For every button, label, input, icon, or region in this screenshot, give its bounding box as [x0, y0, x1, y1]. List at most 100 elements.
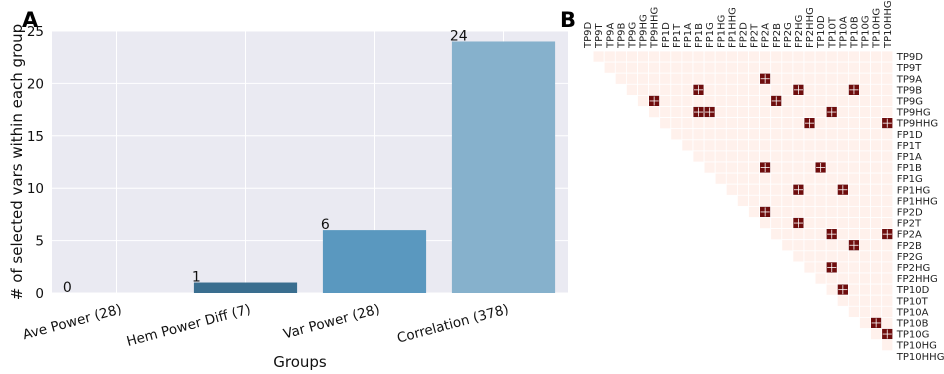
- heatmap-cell: [870, 128, 883, 141]
- heatmap-cell: [670, 95, 683, 107]
- heatmap-cell: [803, 261, 816, 274]
- heatmap-cell: [836, 217, 849, 230]
- heatmap-cell: [870, 239, 883, 252]
- heatmap-cell: [737, 194, 749, 207]
- heatmap-cell: [803, 128, 816, 141]
- heatmap-cell: [825, 72, 838, 85]
- heatmap-col-label: FP1HG: [716, 15, 727, 48]
- heatmap-cell: [836, 272, 849, 285]
- heatmap-cell: [770, 72, 783, 85]
- heatmap-cell: [870, 183, 883, 196]
- heatmap-col-label: FP1T: [672, 23, 683, 48]
- heatmap-cell: [703, 139, 716, 152]
- heatmap-col-label: FP2HG: [794, 15, 805, 48]
- heatmap-cell: [725, 150, 738, 163]
- heatmap-cell: [748, 106, 761, 119]
- heatmap-cell: [836, 150, 849, 163]
- heatmap-cell: [870, 328, 883, 341]
- heatmap-cell: [748, 150, 761, 163]
- heatmap-cell: [859, 128, 872, 141]
- y-tick-label: 0: [35, 286, 44, 302]
- heatmap-cell: [803, 172, 816, 185]
- heatmap-row-label: FP1G: [897, 174, 923, 185]
- heatmap-cell: [781, 239, 794, 252]
- heatmap-cell: [781, 228, 794, 241]
- heatmap-cell: [692, 50, 705, 63]
- heatmap-cell: [881, 139, 894, 152]
- heatmap-row-label: FP1HG: [897, 185, 930, 196]
- heatmap-cell: [859, 72, 872, 85]
- heatmap-cell: [737, 139, 749, 152]
- x-axis-label: Groups: [273, 353, 327, 371]
- heatmap-cell: [592, 50, 605, 63]
- heatmap-cell: [859, 283, 872, 296]
- heatmap-cell: [748, 50, 761, 63]
- heatmap-cell: [848, 294, 860, 307]
- heatmap-cell: [848, 228, 860, 241]
- heatmap-col-label: TP10G: [861, 15, 872, 49]
- heatmap-cell: [737, 95, 749, 107]
- heatmap-cell: [748, 139, 761, 152]
- heatmap-cell: [859, 239, 872, 252]
- heatmap-cell: [836, 95, 849, 107]
- heatmap-cell: [714, 72, 727, 85]
- heatmap-cell: [814, 128, 827, 141]
- heatmap-cell: [670, 72, 683, 85]
- bar-value-label: 24: [450, 28, 468, 44]
- heatmap-cell: [881, 106, 894, 119]
- heatmap-cell: [792, 205, 805, 218]
- heatmap-cell: [836, 117, 849, 130]
- heatmap-cell: [836, 261, 849, 274]
- heatmap-cell: [770, 217, 783, 230]
- heatmap-cell: [803, 161, 816, 174]
- heatmap-cell: [814, 261, 827, 274]
- heatmap-cell: [848, 106, 860, 119]
- heatmap-cell: [814, 239, 827, 252]
- heatmap-cell: [603, 50, 616, 63]
- heatmap-row-label: FP1HHG: [897, 196, 938, 207]
- heatmap-cell: [859, 194, 872, 207]
- heatmap-cell: [748, 95, 761, 107]
- heatmap-cell: [848, 50, 860, 63]
- heatmap-cell: [836, 128, 849, 141]
- heatmap-cell: [626, 61, 638, 74]
- heatmap-cell: [870, 217, 883, 230]
- heatmap-cell: [781, 117, 794, 130]
- x-tick-label: Hem Power Diff (7): [125, 301, 253, 350]
- heatmap-cell: [725, 161, 738, 174]
- heatmap-cell: [881, 283, 894, 296]
- heatmap-cell: [725, 72, 738, 85]
- heatmap-cell: [814, 228, 827, 241]
- heatmap-cell: [825, 61, 838, 74]
- heatmap-cell: [703, 83, 716, 96]
- y-tick-label: 20: [27, 76, 44, 92]
- heatmap-cell: [859, 228, 872, 241]
- heatmap-cell: [792, 117, 805, 130]
- heatmap-cell: [692, 117, 705, 130]
- heatmap-cell: [836, 172, 849, 185]
- heatmap-cell: [792, 239, 805, 252]
- heatmap-cell: [836, 205, 849, 218]
- heatmap-cell: [881, 239, 894, 252]
- heatmap-cell: [748, 61, 761, 74]
- heatmap-row-label: FP2HG: [897, 263, 930, 274]
- heatmap-cell: [825, 95, 838, 107]
- heatmap-cell: [870, 106, 883, 119]
- heatmap-cell: [881, 194, 894, 207]
- heatmap-cell: [781, 128, 794, 141]
- heatmap-cell: [848, 283, 860, 296]
- heatmap-row-label: TP10B: [896, 318, 929, 329]
- heatmap-cell: [870, 305, 883, 318]
- bar: [451, 41, 556, 294]
- heatmap-cell: [703, 128, 716, 141]
- heatmap-cell: [737, 72, 749, 85]
- panel-a-letter: A: [22, 8, 39, 32]
- heatmap-cell: [759, 194, 772, 207]
- heatmap-cell: [870, 250, 883, 263]
- heatmap-cell: [781, 106, 794, 119]
- bar: [322, 230, 427, 293]
- heatmap-cell: [848, 172, 860, 185]
- heatmap-cell: [681, 61, 694, 74]
- heatmap-cell: [881, 61, 894, 74]
- heatmap-row-label: FP2G: [897, 252, 923, 263]
